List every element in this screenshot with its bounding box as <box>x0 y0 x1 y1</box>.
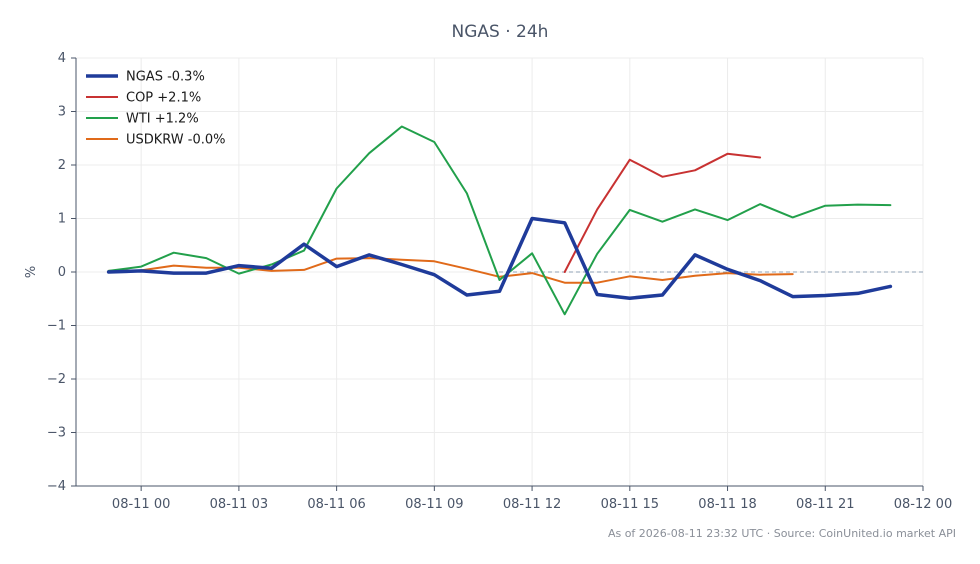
y-tick-label: 1 <box>58 212 66 227</box>
x-tick-label: 08-11 15 <box>601 497 659 512</box>
legend-label: NGAS -0.3% <box>126 70 205 85</box>
y-tick-label: 0 <box>58 265 66 280</box>
y-tick-label: −4 <box>47 479 66 494</box>
series-line-2 <box>107 125 892 316</box>
footer-note: As of 2026-08-11 23:32 UTC · Source: Coi… <box>608 527 956 540</box>
legend-label: USDKRW -0.0% <box>126 133 226 148</box>
series-line-0 <box>106 216 893 300</box>
x-tick-label: 08-12 00 <box>894 497 952 512</box>
y-tick-label: 2 <box>58 158 66 173</box>
x-tick-label: 08-11 21 <box>796 497 854 512</box>
chart-title: NGAS · 24h <box>452 22 549 42</box>
series-line-1 <box>563 152 762 273</box>
legend: NGAS -0.3% COP +2.1% WTI +1.2% USDKRW -0.0% <box>86 70 226 148</box>
axes: 4 3 2 1 0 −1 −2 −3 −4 08-11 00 08-11 03 08-11 06 08-… <box>47 51 952 512</box>
x-tick-label: 08-11 09 <box>405 497 463 512</box>
legend-label: COP +2.1% <box>126 91 201 106</box>
legend-label: WTI +1.2% <box>126 112 199 127</box>
x-tick-label: 08-11 12 <box>503 497 561 512</box>
x-tick-label: 08-11 06 <box>307 497 365 512</box>
y-tick-label: −2 <box>47 372 66 387</box>
x-tick-label: 08-11 18 <box>698 497 756 512</box>
y-axis-label: % <box>24 266 39 278</box>
series-layer <box>106 125 893 316</box>
y-tick-label: −1 <box>47 319 66 334</box>
y-tick-label: 3 <box>58 105 66 120</box>
x-tick-label: 08-11 03 <box>210 497 268 512</box>
x-tick-label: 08-11 00 <box>112 497 170 512</box>
y-tick-label: 4 <box>58 51 66 66</box>
y-tick-label: −3 <box>47 426 66 441</box>
